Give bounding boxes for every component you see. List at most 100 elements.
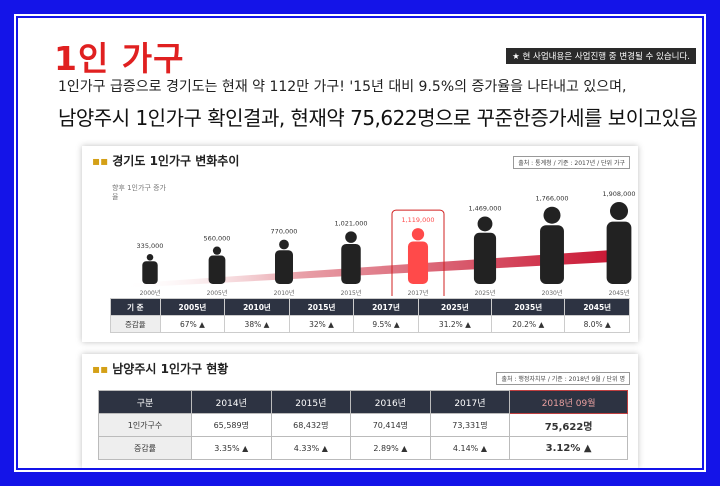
person-figure-bar — [208, 246, 226, 284]
table-row: 증감률 3.35% ▲ 4.33% ▲ 2.89% ▲ 4.14% ▲ 3.12% ▲ — [98, 436, 628, 460]
rate-cell: 32% ▲ — [288, 315, 355, 333]
rate-cell: 38% ▲ — [224, 315, 290, 333]
value-label: 1,021,000 — [334, 219, 367, 227]
rate-cell: 9.5% ▲ — [353, 315, 419, 333]
year-header: 2025년 — [417, 298, 493, 316]
data-cell: 75,622명 — [509, 413, 628, 437]
slide-page: 1인 가구 ★ 현 사업내용은 사업진행 중 변경될 수 있습니다. 1인가구 … — [18, 18, 702, 468]
year-header: 2005년 — [159, 298, 226, 316]
person-body — [540, 225, 564, 284]
year-header: 2016년 — [350, 390, 431, 414]
namyangju-table-header-label: 구분 — [98, 390, 192, 414]
person-head — [279, 239, 289, 250]
rate-cell: 31.2% ▲ — [417, 315, 493, 333]
category-label: 2005년 — [207, 289, 228, 296]
growth-table: 기 준 2005년 2010년 2015년 2017년 2025년 2035년 2045년 … — [110, 298, 630, 333]
summary-line-2: 남양주시 1인가구 확인결과, 현재약 75,622명으로 꾸준한증가세를 보이… — [58, 106, 698, 130]
growth-table-row: 증감율 67% ▲ 38% ▲ 32% ▲ 9.5% ▲ 31.2% ▲ 20.2% ▲ 8… — [110, 315, 630, 333]
data-cell: 70,414명 — [350, 413, 431, 437]
table-row: 1인가구수 65,589명 68,432명 70,414명 73,331명 75,622… — [98, 413, 628, 437]
rate-cell: 20.2% ▲ — [491, 315, 566, 333]
value-label: 335,000 — [137, 242, 164, 250]
household-chart: 335,000 2000년 560,000 2005년 770,000 2010년 1,02… — [122, 190, 636, 296]
value-label: 1,119,000 — [401, 216, 434, 224]
namyangju-table-header: 구분 2014년 2015년 2016년 2017년 2018년 09월 — [98, 390, 628, 414]
person-body — [208, 255, 226, 284]
namyangju-card: ▪▪ 남양주시 1인가구 현황 출처 : 행정자치부 / 기준 : 2018년 9… — [82, 354, 638, 468]
year-header: 2010년 — [224, 298, 290, 316]
value-label: 1,908,000 — [602, 190, 635, 198]
person-figure-bar — [341, 231, 361, 284]
person-body — [341, 243, 361, 284]
category-label: 2000년 — [140, 289, 161, 296]
trend-arrow — [122, 244, 630, 288]
person-head — [146, 254, 154, 261]
person-figure-bar — [275, 239, 293, 284]
value-label: 770,000 — [271, 228, 298, 236]
section1-title-text: 경기도 1인가구 변화추이 — [112, 154, 240, 168]
bullet-icon: ▪▪ — [92, 154, 109, 168]
person-body — [473, 232, 497, 284]
person-head — [609, 202, 629, 221]
person-head — [212, 246, 222, 255]
category-label: 2017년 — [408, 289, 429, 296]
growth-table-header: 기 준 2005년 2010년 2015년 2017년 2025년 2035년 2045년 — [110, 298, 630, 316]
year-header: 2015년 — [288, 298, 355, 316]
data-cell: 4.14% ▲ — [429, 436, 511, 460]
notice-badge: ★ 현 사업내용은 사업진행 중 변경될 수 있습니다. — [506, 48, 696, 64]
value-label: 1,766,000 — [535, 195, 568, 203]
person-head — [345, 231, 357, 243]
person-body — [606, 221, 632, 284]
summary-line-1: 1인가구 급증으로 경기도는 현재 약 112만 가구! '15년 대비 9.5… — [58, 79, 627, 95]
category-label: 2030년 — [542, 289, 563, 296]
category-label: 2025년 — [475, 289, 496, 296]
data-cell: 3.35% ▲ — [191, 436, 272, 460]
person-figure-bar — [473, 216, 497, 284]
section2-source: 출처 : 행정자치부 / 기준 : 2018년 9월 / 단위 명 — [496, 372, 630, 385]
person-body — [407, 241, 429, 284]
year-header: 2035년 — [491, 298, 566, 316]
person-figure-bar — [407, 228, 429, 284]
growth-table-header-label: 기 준 — [110, 298, 161, 316]
rate-cell: 67% ▲ — [159, 315, 226, 333]
page-title: 1인 가구 — [54, 39, 185, 78]
data-cell: 68,432명 — [270, 413, 352, 437]
person-figure-bar — [142, 254, 158, 284]
highlight-box — [391, 209, 445, 296]
year-header: 2045년 — [564, 298, 630, 316]
year-header: 2017년 — [353, 298, 419, 316]
person-head — [477, 216, 493, 232]
person-head — [543, 206, 561, 224]
person-figure-bar — [540, 206, 564, 284]
section2-title-text: 남양주시 1인가구 현황 — [112, 362, 229, 376]
person-body — [275, 250, 293, 284]
section2-title: ▪▪ 남양주시 1인가구 현황 — [92, 360, 228, 377]
section1-title: ▪▪ 경기도 1인가구 변화추이 — [92, 152, 239, 169]
year-header: 2014년 — [191, 390, 272, 414]
row-label: 1인가구수 — [98, 413, 192, 437]
value-label: 560,000 — [204, 235, 231, 243]
person-body — [142, 261, 158, 284]
row-label: 증감률 — [98, 436, 192, 460]
person-figure-bar — [606, 202, 632, 284]
gyeonggi-card: ▪▪ 경기도 1인가구 변화추이 출처 : 통계청 / 기준 : 2017년 / … — [82, 146, 638, 342]
year-header: 2017년 — [429, 390, 511, 414]
namyangju-table: 구분 2014년 2015년 2016년 2017년 2018년 09월 1인가구수 6… — [98, 390, 628, 460]
category-label: 2045년 — [609, 289, 630, 296]
category-label: 2010년 — [274, 289, 295, 296]
person-head — [411, 228, 425, 241]
year-header: 2015년 — [270, 390, 352, 414]
data-cell: 65,589명 — [191, 413, 272, 437]
section1-source: 출처 : 통계청 / 기준 : 2017년 / 단위 가구 — [513, 156, 630, 169]
value-label: 1,469,000 — [468, 205, 501, 213]
rate-cell: 8.0% ▲ — [564, 315, 630, 333]
year-header: 2018년 09월 — [509, 390, 628, 414]
data-cell: 3.12% ▲ — [509, 436, 628, 460]
growth-note: 향후 1인가구 증가 율 — [112, 184, 166, 202]
category-label: 2015년 — [341, 289, 362, 296]
data-cell: 4.33% ▲ — [270, 436, 352, 460]
bullet-icon: ▪▪ — [92, 362, 109, 376]
data-cell: 2.89% ▲ — [350, 436, 431, 460]
growth-table-row-label: 증감율 — [110, 315, 161, 333]
